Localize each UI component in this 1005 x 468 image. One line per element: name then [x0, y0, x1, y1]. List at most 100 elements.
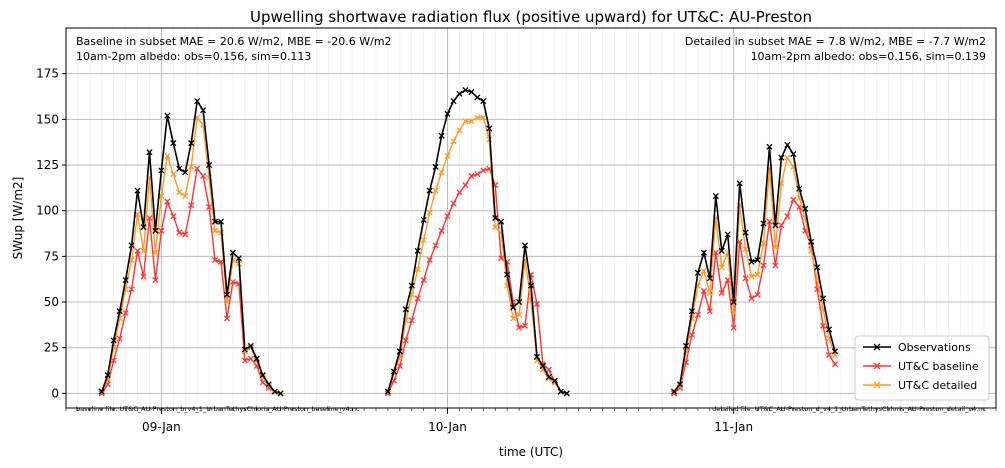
data-point-marker	[790, 196, 797, 203]
data-point-marker	[122, 309, 129, 317]
data-point-marker	[826, 326, 833, 333]
y-tick-label: 150	[36, 112, 59, 126]
data-point-marker	[706, 275, 713, 282]
data-point-marker	[462, 182, 469, 189]
data-point-marker	[486, 125, 493, 132]
series-line	[673, 198, 836, 394]
data-point-marker	[247, 342, 254, 349]
data-point-marker	[760, 262, 767, 269]
data-point-marker	[748, 273, 755, 280]
data-point-marker	[688, 308, 696, 315]
data-point-marker	[223, 298, 231, 306]
data-point-marker	[170, 213, 177, 220]
data-point-marker	[754, 256, 761, 264]
data-point-marker	[706, 289, 713, 296]
data-point-marker	[253, 355, 260, 362]
data-point-marker	[468, 118, 475, 125]
data-point-marker	[438, 169, 445, 176]
data-point-marker	[676, 381, 684, 388]
data-point-marker	[474, 94, 481, 101]
data-point-marker	[211, 218, 219, 225]
data-point-marker	[235, 255, 242, 262]
data-point-marker	[784, 141, 791, 148]
data-point-marker	[563, 390, 570, 397]
data-point-marker	[826, 351, 833, 359]
series-line	[673, 143, 836, 393]
data-point-marker	[510, 304, 517, 311]
data-point-marker	[521, 322, 529, 329]
data-point-marker	[414, 266, 421, 273]
data-point-marker	[557, 388, 564, 395]
data-point-marker	[742, 275, 749, 282]
data-point-marker	[438, 132, 445, 139]
data-point-marker	[778, 222, 785, 229]
data-point-marker	[128, 286, 135, 293]
data-point-marker	[426, 209, 433, 216]
data-point-marker	[462, 118, 469, 125]
data-point-marker	[229, 278, 236, 286]
series-observations	[98, 87, 839, 397]
data-point-marker	[706, 308, 713, 315]
data-point-marker	[521, 242, 529, 249]
data-point-marker	[432, 163, 439, 170]
legend-label: Observations	[898, 341, 971, 354]
data-point-marker	[480, 167, 487, 174]
data-point-marker	[676, 383, 684, 390]
data-point-marker	[516, 311, 523, 318]
baseline-file-note: baseline file: UT&C_AU-Preston_b_v4_1_Ur…	[76, 405, 360, 413]
data-point-marker	[671, 390, 678, 397]
data-point-marker	[265, 383, 272, 390]
data-point-marker	[104, 372, 111, 379]
y-tick-label: 75	[44, 249, 59, 263]
data-point-marker	[766, 218, 773, 225]
data-point-marker	[402, 337, 409, 344]
data-point-marker	[492, 214, 499, 222]
grid	[65, 28, 997, 408]
data-point-marker	[158, 227, 165, 234]
data-point-marker	[688, 331, 696, 338]
data-point-marker	[426, 187, 433, 194]
data-point-marker	[265, 381, 272, 388]
data-point-marker	[533, 353, 541, 360]
data-point-marker	[456, 189, 463, 196]
data-point-marker	[140, 247, 147, 254]
data-point-marker	[742, 245, 749, 253]
data-point-marker	[152, 227, 159, 234]
data-point-marker	[396, 348, 403, 355]
data-point-marker	[247, 355, 254, 362]
y-axis-label: SWup [W/m2]	[11, 177, 25, 260]
data-point-marker	[456, 90, 463, 97]
data-point-marker	[474, 114, 481, 121]
x-tick-label: 09-Jan	[142, 420, 181, 434]
data-point-marker	[122, 277, 129, 284]
data-point-marker	[211, 256, 219, 264]
data-point-marker	[700, 288, 707, 295]
data-point-marker	[444, 213, 451, 220]
data-point-marker	[718, 247, 725, 254]
data-point-marker	[551, 377, 558, 384]
data-point-marker	[134, 247, 141, 254]
data-point-marker	[206, 203, 213, 211]
data-point-marker	[480, 98, 487, 105]
axes: 0 25 50 75 100 125 150 175 09-Jan 10-Jan 11-Jan	[36, 67, 997, 434]
data-point-marker	[682, 342, 690, 349]
data-point-marker	[432, 187, 439, 194]
data-point-marker	[384, 388, 391, 395]
data-point-marker	[772, 262, 779, 269]
data-point-marker	[539, 362, 546, 370]
data-point-marker	[730, 309, 737, 317]
data-point-marker	[474, 171, 481, 178]
data-point-marker	[241, 348, 248, 355]
data-point-marker	[188, 140, 195, 147]
data-point-marker	[229, 249, 236, 256]
data-point-marker	[223, 291, 231, 298]
data-point-marker	[140, 273, 147, 280]
data-point-marker	[694, 311, 701, 318]
data-point-marker	[700, 249, 707, 256]
data-point-marker	[700, 267, 707, 275]
data-point-marker	[164, 152, 171, 159]
series-line	[673, 155, 836, 393]
data-point-marker	[140, 224, 147, 231]
data-point-marker	[516, 298, 523, 306]
